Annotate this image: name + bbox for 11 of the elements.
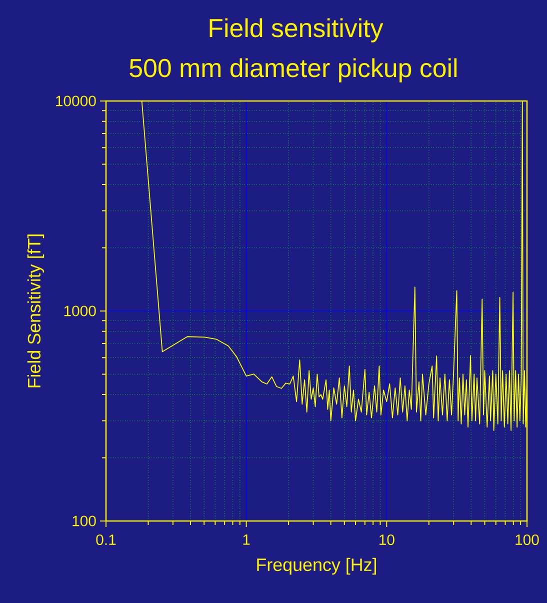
y-tick-label: 10000: [56, 96, 96, 106]
x-tick-label: 10: [379, 534, 394, 546]
x-tick-label: 0.1: [96, 534, 116, 546]
y-tick-label: 1000: [64, 306, 96, 316]
x-tick-label: 100: [516, 534, 539, 546]
chart-subtitle: 500 mm diameter pickup coil: [130, 58, 457, 82]
x-tick-label: 1: [243, 534, 250, 545]
y-axis-title: Field Sensitivity [fT]: [27, 234, 44, 388]
x-axis-title: Frequency [Hz]: [257, 558, 376, 575]
y-tick-label: 100: [72, 516, 96, 526]
chart-title: Field sensitivity: [210, 18, 384, 42]
